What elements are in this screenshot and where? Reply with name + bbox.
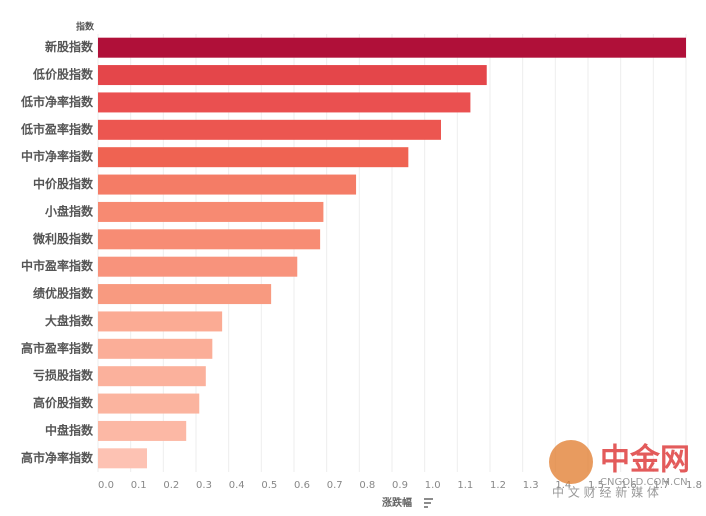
x-tick-label: 1.6	[621, 480, 637, 491]
y-tick-label: 新股指数	[45, 39, 94, 54]
bar	[98, 229, 321, 250]
bar	[98, 393, 200, 414]
y-tick-label: 中盘指数	[45, 422, 94, 437]
x-tick-label: 0.3	[196, 480, 212, 491]
y-tick-label: 小盘指数	[45, 203, 94, 218]
watermark-logo-icon	[549, 440, 593, 484]
bar	[98, 284, 272, 305]
y-tick-label: 绩优股指数	[33, 286, 94, 301]
y-tick-label: 中价股指数	[33, 176, 94, 191]
bar	[98, 147, 409, 168]
y-tick-label: 高市盈率指数	[21, 340, 94, 355]
bar	[98, 65, 487, 86]
x-tick-label: 0.1	[131, 480, 147, 491]
sort-icon	[424, 498, 433, 508]
bar	[98, 201, 324, 222]
bar	[98, 338, 213, 359]
bar	[98, 366, 206, 387]
watermark-slogan: 中 文 财 经 新 媒 体	[552, 485, 659, 500]
x-tick-label: 1.8	[686, 480, 702, 491]
y-tick-label: 微利股指数	[32, 231, 94, 246]
y-tick-label: 低价股指数	[32, 67, 94, 82]
y-tick-label: 低市盈率指数	[20, 121, 94, 136]
y-tick-label: 中市净率指数	[21, 149, 94, 164]
bar	[98, 119, 441, 140]
y-tick-label: 亏损股指数	[33, 368, 94, 383]
x-tick-label: 0.2	[163, 480, 179, 491]
bar	[98, 256, 298, 277]
x-tick-label: 0.5	[261, 480, 277, 491]
x-tick-label: 1.5	[588, 480, 604, 491]
x-tick-label: 0.6	[294, 480, 310, 491]
x-tick-label: 1.0	[425, 480, 441, 491]
y-tick-label: 高价股指数	[33, 395, 94, 410]
y-tick-label: 中市盈率指数	[21, 258, 94, 273]
x-tick-label: 0.0	[98, 480, 114, 491]
x-tick-label: 0.4	[229, 480, 245, 491]
x-tick-label: 0.8	[359, 480, 375, 491]
x-tick-label: 1.3	[523, 480, 539, 491]
y-tick-label: 高市净率指数	[21, 450, 94, 465]
x-tick-label: 1.2	[490, 480, 506, 491]
bar	[98, 92, 471, 113]
x-tick-label: 0.7	[327, 480, 343, 491]
bar	[98, 420, 187, 441]
x-tick-label: 0.9	[392, 480, 408, 491]
bar	[98, 311, 223, 332]
watermark-url: CNGOLD.COM.CN	[600, 477, 688, 488]
x-tick-label: 1.4	[555, 480, 571, 491]
x-tick-label: 1.7	[653, 480, 669, 491]
bar	[98, 174, 357, 195]
y-tick-label: 低市净率指数	[20, 94, 94, 109]
y-tick-label: 大盘指数	[45, 313, 94, 328]
x-tick-label: 1.1	[457, 480, 473, 491]
bar	[98, 448, 147, 469]
x-axis-title: 涨跌幅	[382, 496, 412, 509]
watermark-logo: 中金网	[600, 443, 690, 478]
bar	[98, 37, 686, 58]
y-axis-title: 指数	[76, 21, 95, 33]
